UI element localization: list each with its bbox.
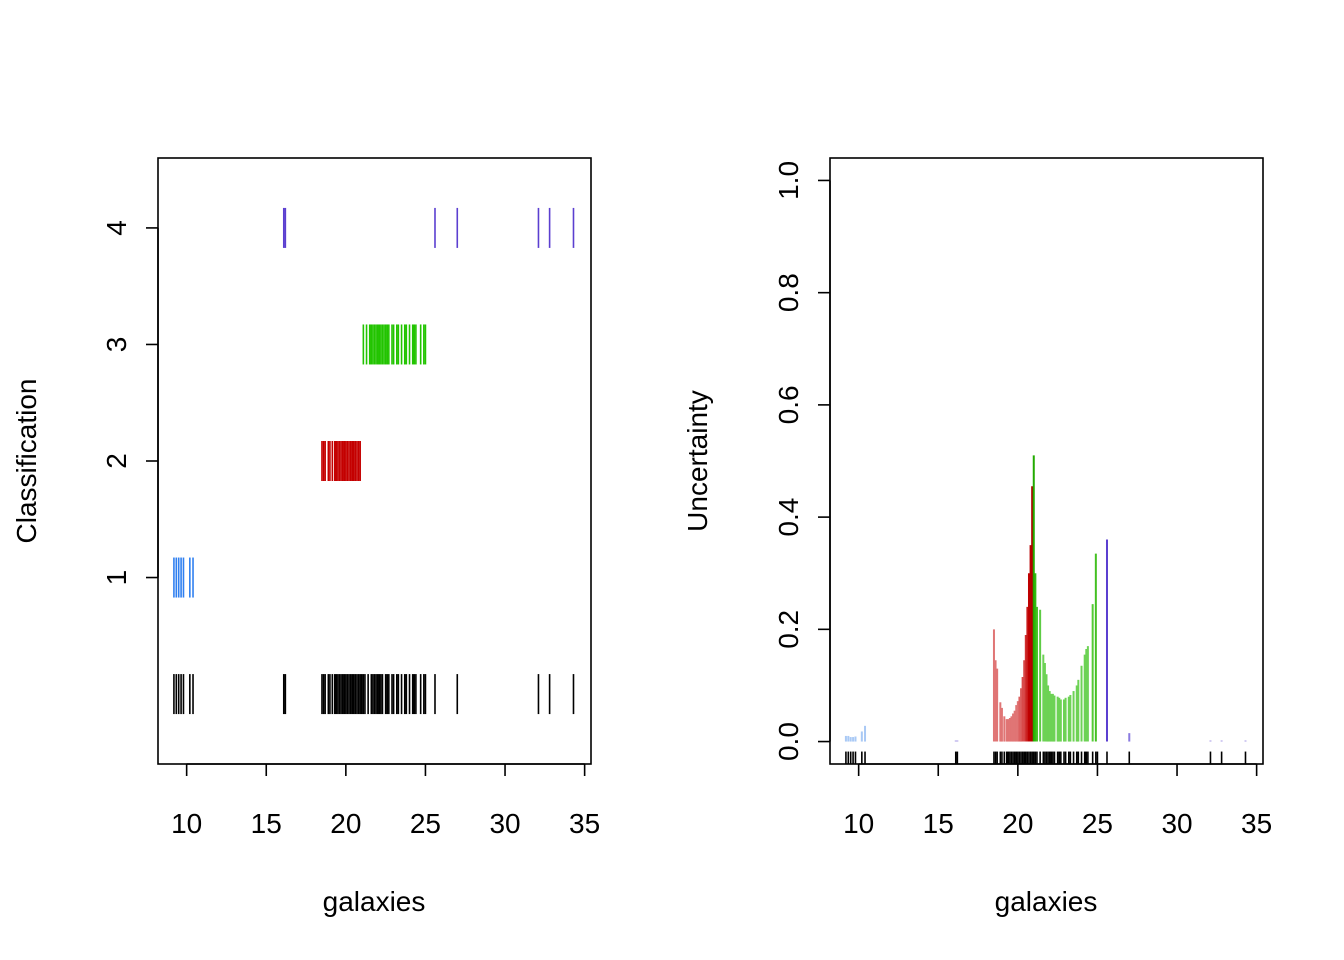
- uncertainty-x-axis: 10 15 20 25 30 35: [843, 763, 1272, 839]
- classification-rug-marks: [173, 207, 575, 715]
- uncertainty-y-tick-label: 0.4: [773, 498, 804, 537]
- uncertainty-y-tick-label: 1.0: [773, 161, 804, 200]
- classification-x-tick-label: 10: [171, 808, 202, 839]
- uncertainty-x-tick-label: 10: [843, 808, 874, 839]
- uncertainty-y-axis: 0.0 0.2 0.4 0.6 0.8 1.0: [773, 161, 831, 761]
- classification-y-tick-label: 2: [101, 453, 132, 469]
- uncertainty-y-tick-label: 0.6: [773, 385, 804, 424]
- uncertainty-x-tick-label: 35: [1241, 808, 1272, 839]
- classification-x-axis: 10 15 20 25 30 35: [171, 763, 600, 839]
- classification-y-tick-label: 1: [101, 570, 132, 586]
- uncertainty-x-label: galaxies: [995, 886, 1098, 917]
- uncertainty-rug: [845, 751, 1247, 764]
- classification-x-label: galaxies: [323, 886, 426, 917]
- classification-y-axis: 1 2 3 4: [101, 220, 159, 586]
- classification-x-tick-label: 30: [489, 808, 520, 839]
- uncertainty-y-label: Uncertainty: [682, 390, 713, 532]
- classification-plot-frame: [157, 157, 592, 765]
- classification-x-tick-label: 20: [330, 808, 361, 839]
- uncertainty-y-tick-label: 0.2: [773, 610, 804, 649]
- uncertainty-y-tick-label: 0.0: [773, 722, 804, 761]
- classification-x-tick-label: 25: [410, 808, 441, 839]
- classification-y-tick-label: 3: [101, 337, 132, 353]
- classification-y-tick-label: 4: [101, 220, 132, 236]
- uncertainty-panel: 10 15 20 25 30 35 0.0 0.2 0.4 0.6 0.8 1.0 galaxies…: [682, 157, 1272, 917]
- uncertainty-x-tick-label: 30: [1161, 808, 1192, 839]
- uncertainty-bars: [844, 455, 1247, 742]
- classification-x-tick-label: 15: [251, 808, 282, 839]
- classification-panel: 10 15 20 25 30 35 1 2 3 4 galaxies Classificatio…: [11, 157, 600, 917]
- uncertainty-x-tick-label: 15: [923, 808, 954, 839]
- classification-x-tick-label: 35: [569, 808, 600, 839]
- classification-y-label: Classification: [11, 379, 42, 544]
- uncertainty-plot-frame: [829, 157, 1264, 765]
- uncertainty-y-tick-label: 0.8: [773, 273, 804, 312]
- uncertainty-x-tick-label: 25: [1082, 808, 1113, 839]
- uncertainty-x-tick-label: 20: [1002, 808, 1033, 839]
